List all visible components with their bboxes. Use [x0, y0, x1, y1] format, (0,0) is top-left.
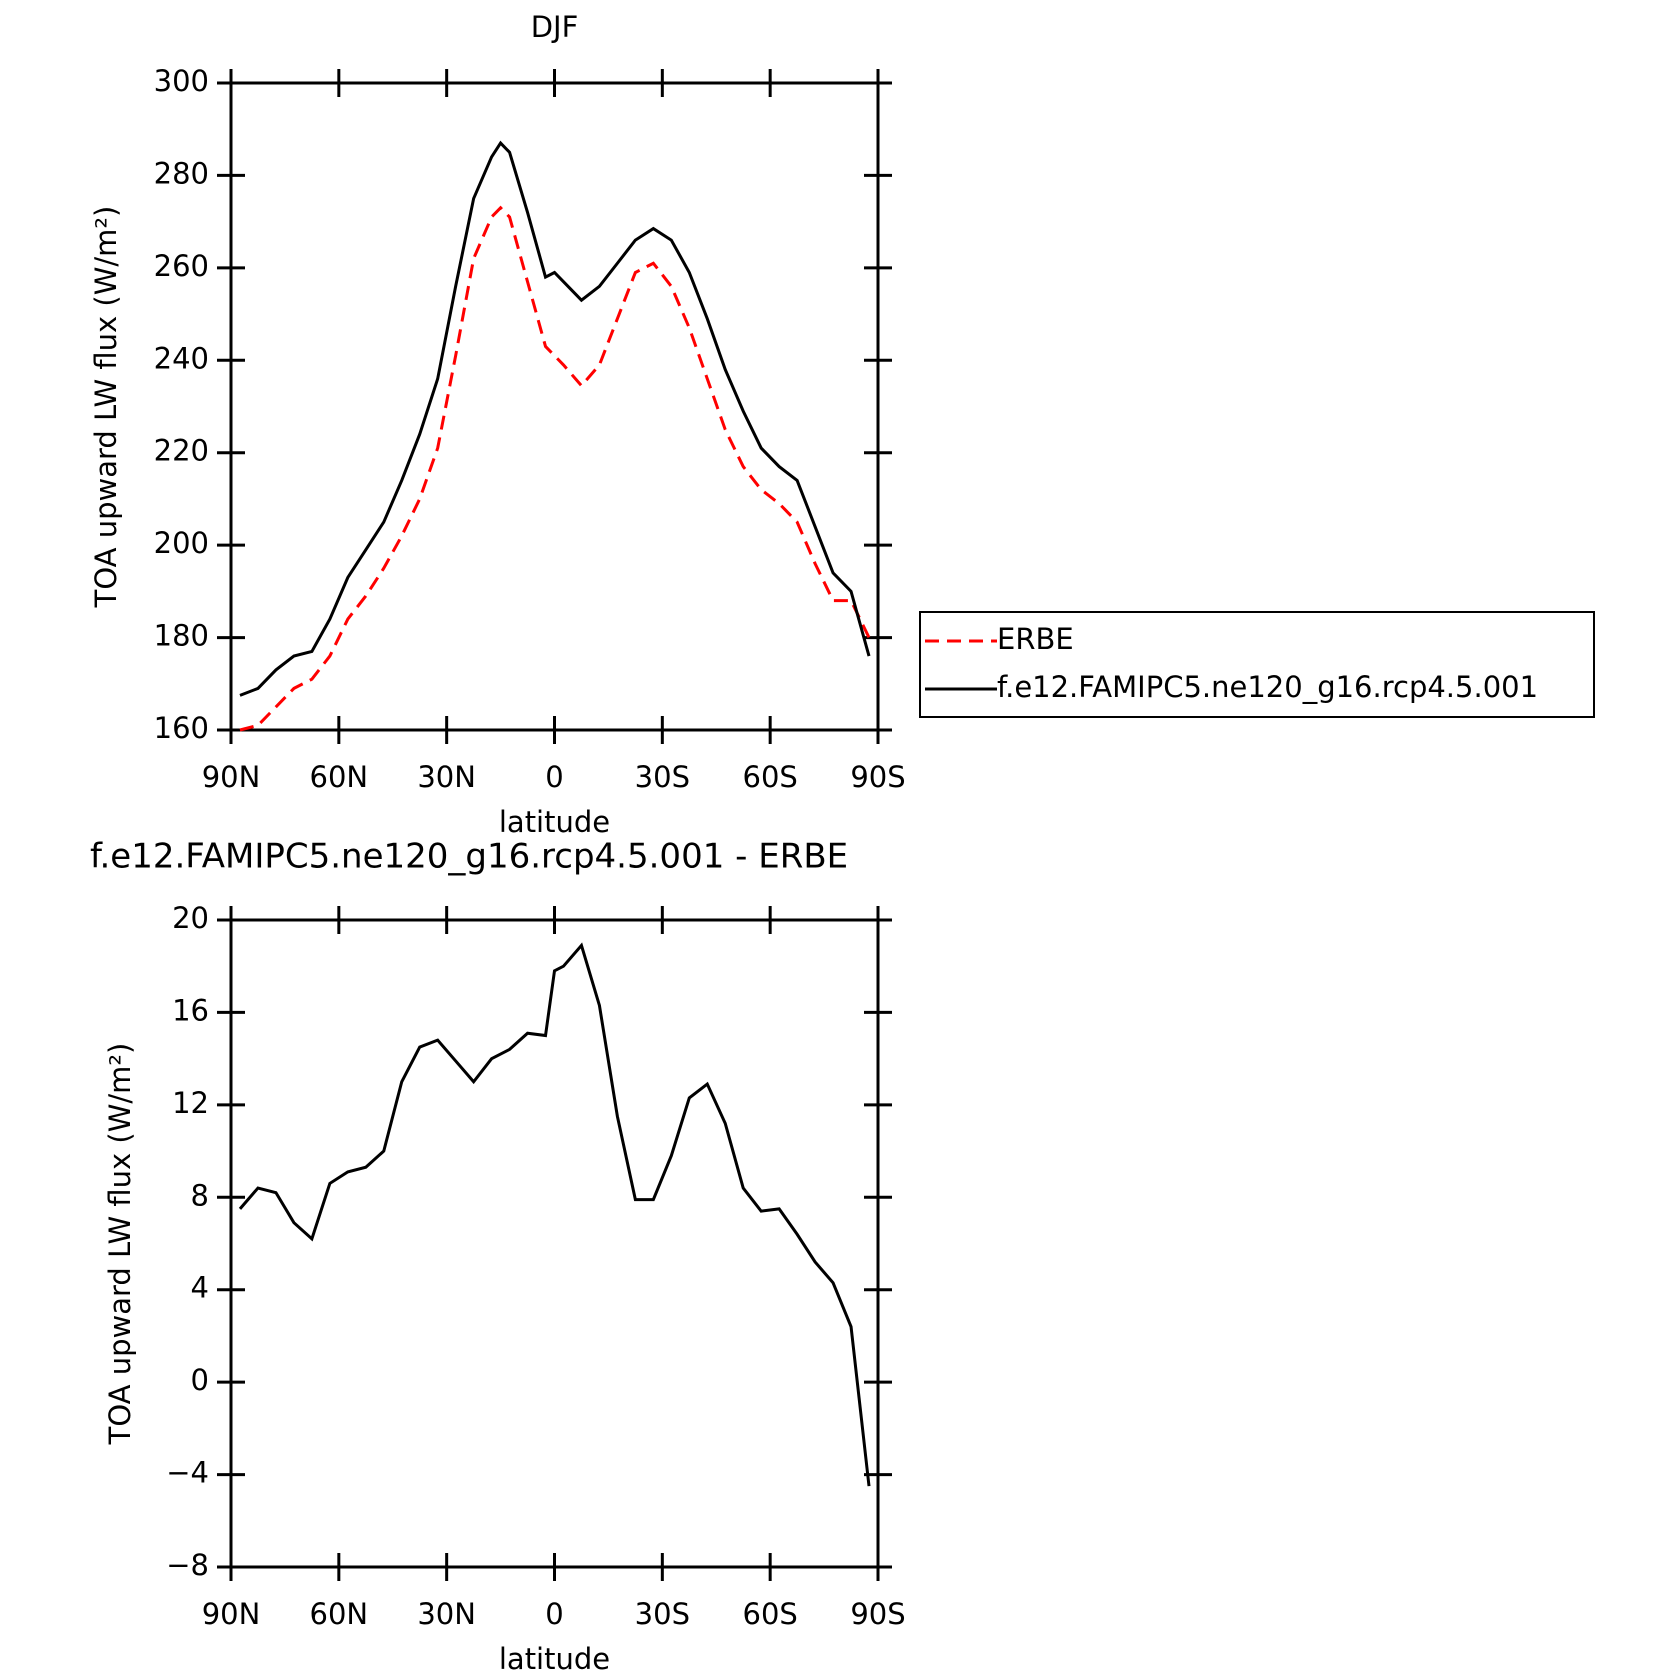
x-tick-label: 0 [545, 760, 563, 794]
y-tick-label: 16 [172, 993, 209, 1027]
y-tick-label: 8 [191, 1178, 209, 1212]
chart-title: f.e12.FAMIPC5.ne120_g16.rcp4.5.001 - ERB… [90, 837, 848, 877]
data-line [239, 140, 871, 697]
x-tick-label: 60S [743, 1597, 798, 1631]
y-tick-label: 200 [154, 526, 209, 560]
legend-label: f.e12.FAMIPC5.ne120_g16.rcp4.5.001 [997, 670, 1538, 704]
x-axis-label: latitude [499, 805, 610, 839]
y-axis-label: TOA upward LW flux (W/m²) [103, 1043, 137, 1446]
data-line [239, 205, 871, 732]
x-tick-label: 60S [743, 760, 798, 794]
x-tick-label: 60N [310, 760, 369, 794]
data-line [238, 942, 871, 1487]
x-tick-label: 60N [310, 1597, 369, 1631]
x-tick-label: 90S [850, 1597, 905, 1631]
x-tick-label: 90N [202, 1597, 261, 1631]
y-axis-label: TOA upward LW flux (W/m²) [89, 206, 123, 609]
y-tick-label: 280 [154, 156, 209, 190]
y-tick-label: 12 [172, 1086, 209, 1120]
y-tick-label: 0 [191, 1363, 209, 1397]
legend-label: ERBE [997, 622, 1074, 656]
x-tick-label: 30S [635, 1597, 690, 1631]
plot-frame [229, 918, 880, 1569]
y-tick-label: 240 [154, 341, 209, 375]
y-tick-label: 260 [154, 249, 209, 283]
y-tick-label: 220 [154, 434, 209, 468]
x-axis-label: latitude [499, 1642, 610, 1674]
x-tick-label: 0 [545, 1597, 563, 1631]
x-tick-label: 30N [417, 1597, 476, 1631]
y-tick-label: −8 [166, 1548, 209, 1582]
x-tick-label: 30N [417, 760, 476, 794]
y-tick-label: 300 [154, 64, 209, 98]
y-tick-label: 180 [154, 619, 209, 653]
plot-frame [229, 81, 880, 732]
y-tick-label: 160 [154, 711, 209, 745]
x-tick-label: 30S [635, 760, 690, 794]
x-tick-label: 90S [850, 760, 905, 794]
chart-title: DJF [531, 10, 579, 44]
y-tick-label: 4 [191, 1271, 209, 1305]
y-tick-label: −4 [166, 1456, 209, 1490]
legend-box [919, 611, 1595, 718]
y-tick-label: 20 [172, 901, 209, 935]
x-tick-label: 90N [202, 760, 261, 794]
